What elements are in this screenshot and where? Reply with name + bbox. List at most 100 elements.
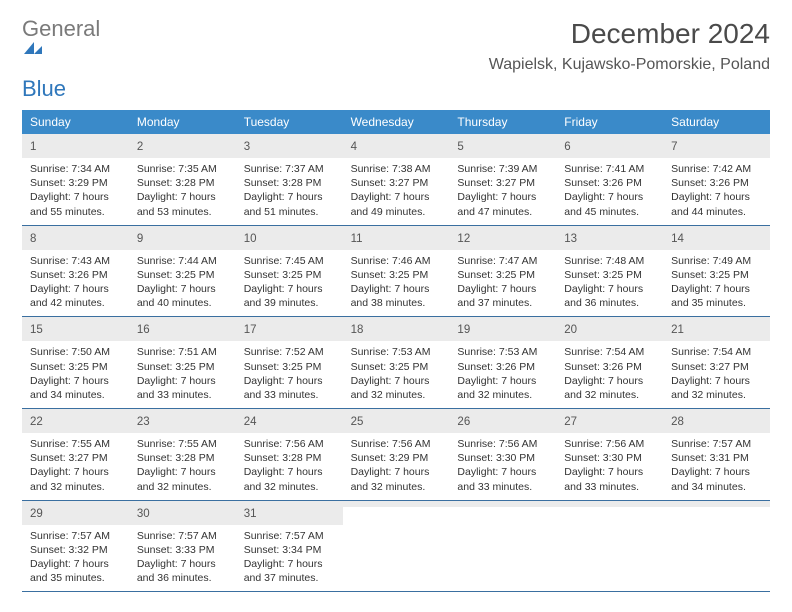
daylight-text: Daylight: 7 hours and 32 minutes. xyxy=(137,465,228,493)
daynum-row: 11 xyxy=(343,226,450,250)
day-body: Sunrise: 7:50 AMSunset: 3:25 PMDaylight:… xyxy=(22,341,129,408)
day-number: 13 xyxy=(564,233,577,245)
day-cell: 24Sunrise: 7:56 AMSunset: 3:28 PMDayligh… xyxy=(236,409,343,500)
sunrise-text: Sunrise: 7:44 AM xyxy=(137,254,228,268)
location-text: Wapielsk, Kujawsko-Pomorskie, Poland xyxy=(489,56,770,74)
header: General Blue December 2024 Wapielsk, Kuj… xyxy=(22,18,770,100)
weeks-container: 1Sunrise: 7:34 AMSunset: 3:29 PMDaylight… xyxy=(22,134,770,592)
day-body: Sunrise: 7:57 AMSunset: 3:32 PMDaylight:… xyxy=(22,525,129,592)
dayname-row: SundayMondayTuesdayWednesdayThursdayFrid… xyxy=(22,110,770,134)
day-cell: 28Sunrise: 7:57 AMSunset: 3:31 PMDayligh… xyxy=(663,409,770,500)
sunrise-text: Sunrise: 7:54 AM xyxy=(564,345,655,359)
day-body: Sunrise: 7:48 AMSunset: 3:25 PMDaylight:… xyxy=(556,250,663,317)
day-body: Sunrise: 7:55 AMSunset: 3:27 PMDaylight:… xyxy=(22,433,129,500)
empty-cell xyxy=(663,501,770,592)
day-cell: 4Sunrise: 7:38 AMSunset: 3:27 PMDaylight… xyxy=(343,134,450,225)
daylight-text: Daylight: 7 hours and 39 minutes. xyxy=(244,282,335,310)
daynum-row: 12 xyxy=(449,226,556,250)
sunset-text: Sunset: 3:34 PM xyxy=(244,543,335,557)
month-title: December 2024 xyxy=(489,18,770,50)
sunrise-text: Sunrise: 7:56 AM xyxy=(457,437,548,451)
sunrise-text: Sunrise: 7:57 AM xyxy=(244,529,335,543)
day-number: 23 xyxy=(137,416,150,428)
day-cell: 13 Sunrise: 7:48 AMSunset: 3:25 PMDayligh… xyxy=(556,226,663,317)
daynum-row: 2 xyxy=(129,134,236,158)
day-body xyxy=(556,507,663,567)
daynum-row: 21 xyxy=(663,317,770,341)
day-cell: 1Sunrise: 7:34 AMSunset: 3:29 PMDaylight… xyxy=(22,134,129,225)
daynum-row: 3 xyxy=(236,134,343,158)
day-body: Sunrise: 7:56 AMSunset: 3:30 PMDaylight:… xyxy=(556,433,663,500)
daylight-text: Daylight: 7 hours and 32 minutes. xyxy=(564,374,655,402)
day-number: 14 xyxy=(671,233,684,245)
day-cell: 6Sunrise: 7:41 AMSunset: 3:26 PMDaylight… xyxy=(556,134,663,225)
sunrise-text: Sunrise: 7:53 AM xyxy=(457,345,548,359)
day-number: 2 xyxy=(137,141,143,153)
day-cell: 29 Sunrise: 7:57 AMSunset: 3:32 PMDayligh… xyxy=(22,501,129,592)
day-cell: 23 Sunrise: 7:55 AMSunset: 3:28 PMDayligh… xyxy=(129,409,236,500)
day-body: Sunrise: 7:52 AMSunset: 3:25 PMDaylight:… xyxy=(236,341,343,408)
sunset-text: Sunset: 3:25 PM xyxy=(564,268,655,282)
week-row: 8Sunrise: 7:43 AMSunset: 3:26 PMDaylight… xyxy=(22,226,770,318)
daylight-text: Daylight: 7 hours and 32 minutes. xyxy=(457,374,548,402)
sunset-text: Sunset: 3:25 PM xyxy=(30,360,121,374)
title-block: December 2024 Wapielsk, Kujawsko-Pomorsk… xyxy=(489,18,770,74)
daylight-text: Daylight: 7 hours and 47 minutes. xyxy=(457,190,548,218)
brand-word-2: Blue xyxy=(22,76,66,101)
day-cell: 8Sunrise: 7:43 AMSunset: 3:26 PMDaylight… xyxy=(22,226,129,317)
daynum-row: 27 xyxy=(556,409,663,433)
week-row: 29 Sunrise: 7:57 AMSunset: 3:32 PMDayligh… xyxy=(22,501,770,593)
daynum-row: 13 xyxy=(556,226,663,250)
dayname-saturday: Saturday xyxy=(663,110,770,134)
sunrise-text: Sunrise: 7:39 AM xyxy=(457,162,548,176)
daynum-row: 25 xyxy=(343,409,450,433)
daynum-row: 22 xyxy=(22,409,129,433)
empty-cell xyxy=(343,501,450,592)
empty-cell xyxy=(556,501,663,592)
day-body: Sunrise: 7:56 AMSunset: 3:30 PMDaylight:… xyxy=(449,433,556,500)
day-number: 4 xyxy=(351,141,357,153)
day-body: Sunrise: 7:53 AMSunset: 3:26 PMDaylight:… xyxy=(449,341,556,408)
day-number: 5 xyxy=(457,141,463,153)
sunrise-text: Sunrise: 7:57 AM xyxy=(30,529,121,543)
daylight-text: Daylight: 7 hours and 33 minutes. xyxy=(457,465,548,493)
daynum-row: 10 xyxy=(236,226,343,250)
sunset-text: Sunset: 3:27 PM xyxy=(671,360,762,374)
day-body: Sunrise: 7:42 AMSunset: 3:26 PMDaylight:… xyxy=(663,158,770,225)
daylight-text: Daylight: 7 hours and 34 minutes. xyxy=(30,374,121,402)
day-cell: 31Sunrise: 7:57 AMSunset: 3:34 PMDayligh… xyxy=(236,501,343,592)
day-cell: 12Sunrise: 7:47 AMSunset: 3:25 PMDayligh… xyxy=(449,226,556,317)
day-cell: 2Sunrise: 7:35 AMSunset: 3:28 PMDaylight… xyxy=(129,134,236,225)
daylight-text: Daylight: 7 hours and 53 minutes. xyxy=(137,190,228,218)
daynum-row: 15 xyxy=(22,317,129,341)
daylight-text: Daylight: 7 hours and 49 minutes. xyxy=(351,190,442,218)
day-body xyxy=(343,507,450,567)
daynum-row: 24 xyxy=(236,409,343,433)
sunset-text: Sunset: 3:25 PM xyxy=(671,268,762,282)
day-number: 31 xyxy=(244,508,257,520)
day-cell: 14Sunrise: 7:49 AMSunset: 3:25 PMDayligh… xyxy=(663,226,770,317)
sunset-text: Sunset: 3:26 PM xyxy=(671,176,762,190)
sunrise-text: Sunrise: 7:55 AM xyxy=(137,437,228,451)
daylight-text: Daylight: 7 hours and 51 minutes. xyxy=(244,190,335,218)
sunrise-text: Sunrise: 7:47 AM xyxy=(457,254,548,268)
dayname-friday: Friday xyxy=(556,110,663,134)
day-body: Sunrise: 7:34 AMSunset: 3:29 PMDaylight:… xyxy=(22,158,129,225)
daylight-text: Daylight: 7 hours and 36 minutes. xyxy=(564,282,655,310)
day-body: Sunrise: 7:55 AMSunset: 3:28 PMDaylight:… xyxy=(129,433,236,500)
day-cell: 27Sunrise: 7:56 AMSunset: 3:30 PMDayligh… xyxy=(556,409,663,500)
day-number: 18 xyxy=(351,324,364,336)
sunset-text: Sunset: 3:25 PM xyxy=(137,268,228,282)
day-cell: 11Sunrise: 7:46 AMSunset: 3:25 PMDayligh… xyxy=(343,226,450,317)
sunrise-text: Sunrise: 7:42 AM xyxy=(671,162,762,176)
daylight-text: Daylight: 7 hours and 45 minutes. xyxy=(564,190,655,218)
sunrise-text: Sunrise: 7:46 AM xyxy=(351,254,442,268)
daylight-text: Daylight: 7 hours and 35 minutes. xyxy=(671,282,762,310)
day-body: Sunrise: 7:56 AMSunset: 3:29 PMDaylight:… xyxy=(343,433,450,500)
sunset-text: Sunset: 3:25 PM xyxy=(244,268,335,282)
day-body: Sunrise: 7:53 AMSunset: 3:25 PMDaylight:… xyxy=(343,341,450,408)
daynum-row: 19 xyxy=(449,317,556,341)
day-cell: 7Sunrise: 7:42 AMSunset: 3:26 PMDaylight… xyxy=(663,134,770,225)
day-number: 29 xyxy=(30,508,43,520)
dayname-monday: Monday xyxy=(129,110,236,134)
